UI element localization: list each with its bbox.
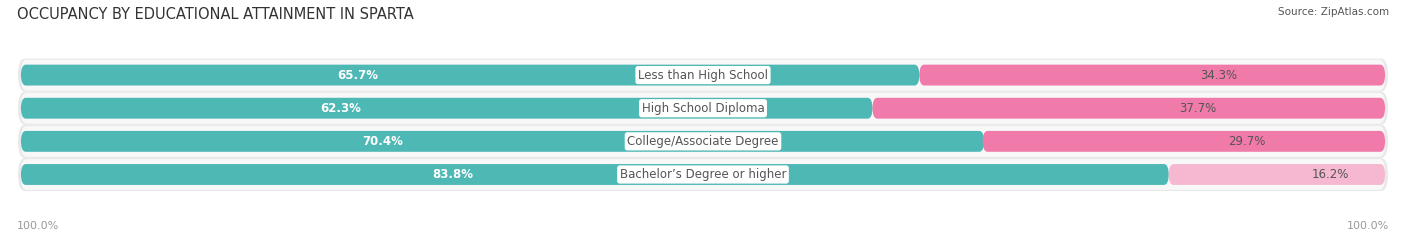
Text: College/Associate Degree: College/Associate Degree: [627, 135, 779, 148]
FancyBboxPatch shape: [21, 98, 873, 119]
Text: 100.0%: 100.0%: [17, 221, 59, 231]
Text: 65.7%: 65.7%: [337, 69, 378, 82]
Text: 70.4%: 70.4%: [363, 135, 404, 148]
Text: 100.0%: 100.0%: [1347, 221, 1389, 231]
Text: Bachelor’s Degree or higher: Bachelor’s Degree or higher: [620, 168, 786, 181]
FancyBboxPatch shape: [21, 164, 1168, 185]
FancyBboxPatch shape: [18, 92, 1388, 125]
FancyBboxPatch shape: [983, 131, 1385, 152]
FancyBboxPatch shape: [21, 60, 1385, 90]
Text: Less than High School: Less than High School: [638, 69, 768, 82]
FancyBboxPatch shape: [18, 158, 1388, 191]
FancyBboxPatch shape: [21, 93, 1385, 124]
Text: 29.7%: 29.7%: [1229, 135, 1265, 148]
FancyBboxPatch shape: [21, 126, 1385, 157]
Text: Source: ZipAtlas.com: Source: ZipAtlas.com: [1278, 7, 1389, 17]
Text: High School Diploma: High School Diploma: [641, 102, 765, 115]
FancyBboxPatch shape: [18, 58, 1388, 92]
Text: 83.8%: 83.8%: [432, 168, 474, 181]
FancyBboxPatch shape: [21, 159, 1385, 190]
FancyBboxPatch shape: [21, 131, 984, 152]
FancyBboxPatch shape: [18, 125, 1388, 158]
FancyBboxPatch shape: [21, 65, 920, 86]
FancyBboxPatch shape: [1168, 164, 1385, 185]
Text: 34.3%: 34.3%: [1199, 69, 1237, 82]
Text: 37.7%: 37.7%: [1178, 102, 1216, 115]
Text: OCCUPANCY BY EDUCATIONAL ATTAINMENT IN SPARTA: OCCUPANCY BY EDUCATIONAL ATTAINMENT IN S…: [17, 7, 413, 22]
Text: 62.3%: 62.3%: [319, 102, 361, 115]
FancyBboxPatch shape: [872, 98, 1385, 119]
Text: 16.2%: 16.2%: [1312, 168, 1350, 181]
FancyBboxPatch shape: [920, 65, 1385, 86]
